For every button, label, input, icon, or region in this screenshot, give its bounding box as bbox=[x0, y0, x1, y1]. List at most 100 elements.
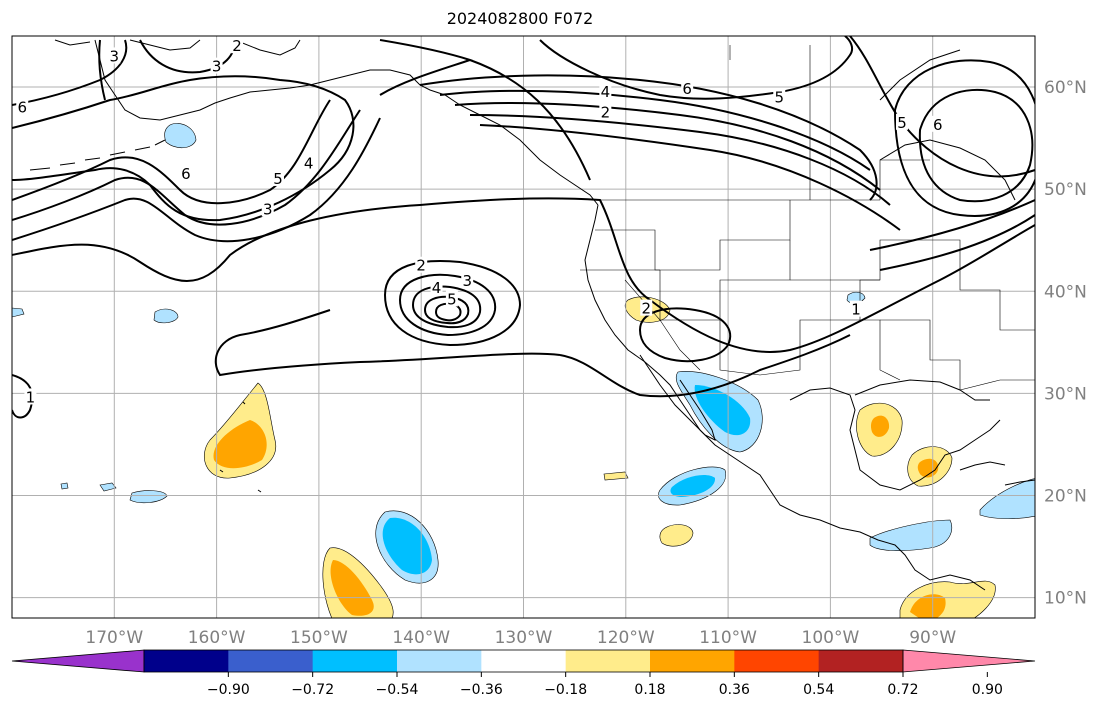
contour-west-6 bbox=[139, 39, 236, 74]
contour-label-halo bbox=[461, 272, 474, 289]
map-title: 2024082800 F072 bbox=[446, 9, 594, 28]
contour-1-lower bbox=[12, 374, 34, 419]
contour-label: 1 bbox=[26, 388, 36, 406]
colorbar-tick-label: 0.72 bbox=[887, 682, 918, 698]
contour-label: 1 bbox=[851, 301, 861, 319]
colorbar-tick-label: 0.36 bbox=[719, 682, 750, 698]
colorbar-bin bbox=[734, 650, 820, 672]
contour-label: 2 bbox=[232, 37, 242, 55]
negative-anomaly-offshore-core bbox=[670, 475, 716, 497]
contour-north-7 bbox=[539, 36, 854, 100]
positive-anomaly-hawaii-core bbox=[213, 420, 267, 469]
colorbar-tick-label: 0.90 bbox=[972, 682, 1003, 698]
negative-anomaly-south-core bbox=[382, 517, 432, 575]
contour-label-halo bbox=[210, 57, 223, 74]
shaded-anomalies bbox=[12, 123, 1035, 618]
contour-north-2 bbox=[419, 74, 878, 201]
contour-label: 4 bbox=[304, 155, 314, 173]
colorbar: −0.90 −0.72 −0.54 −0.36 −0.18 0.18 0.36 0.54 0.7… bbox=[11, 649, 1036, 698]
contour-hudson-1 bbox=[918, 88, 1034, 203]
contour-label-halo bbox=[931, 115, 944, 132]
colorbar-bin bbox=[565, 650, 651, 672]
state-borders bbox=[580, 45, 1035, 391]
contour-north-1 bbox=[379, 39, 591, 181]
negative-anomaly-aleutian bbox=[164, 123, 197, 149]
colorbar-extend-low bbox=[11, 649, 145, 673]
colorbar-bin bbox=[397, 650, 482, 672]
contour-label: 4 bbox=[601, 83, 611, 101]
latitude-label: 20°N bbox=[1044, 486, 1087, 506]
longitude-label: 160°W bbox=[188, 628, 246, 648]
contour-label-halo bbox=[16, 98, 29, 115]
longitude-label: 170°W bbox=[85, 628, 143, 648]
contour-ring-5 bbox=[423, 295, 470, 325]
contour-label-halo bbox=[261, 200, 274, 217]
colorbar-tick-label: −0.72 bbox=[291, 682, 334, 698]
longitude-label: 90°W bbox=[909, 628, 956, 648]
longitude-label: 150°W bbox=[290, 628, 348, 648]
positive-anomaly-small bbox=[659, 524, 694, 547]
colorbar-frame bbox=[143, 649, 904, 673]
coastlines bbox=[29, 39, 1035, 591]
contour-label: 5 bbox=[774, 88, 784, 106]
negative-anomaly-small-6 bbox=[60, 482, 69, 490]
contour-label: 3 bbox=[110, 47, 120, 65]
contour-label-halo bbox=[179, 164, 192, 181]
colorbar-tick-label: 0.18 bbox=[634, 682, 665, 698]
positive-anomaly-gulf-core bbox=[870, 415, 890, 437]
contour-label: 6 bbox=[17, 98, 27, 116]
colorbar-tick-label: −0.90 bbox=[207, 682, 250, 698]
contour-1-south-east bbox=[559, 334, 851, 398]
contour-west-4 bbox=[12, 75, 355, 222]
contour-west-1 bbox=[12, 99, 331, 205]
longitude-label: 130°W bbox=[495, 628, 553, 648]
contour-label-halo bbox=[599, 103, 612, 120]
positive-anomaly-south-core bbox=[330, 560, 374, 616]
contour-label-halo bbox=[849, 300, 862, 317]
contour-label-halo bbox=[640, 299, 653, 316]
contour-label-halo bbox=[302, 154, 315, 171]
contour-ring-6 bbox=[434, 302, 462, 322]
contour-label-halo bbox=[681, 80, 694, 97]
contour-north-4 bbox=[454, 102, 881, 191]
latitude-label: 10°N bbox=[1044, 589, 1087, 609]
negative-anomaly-small-2 bbox=[12, 307, 25, 318]
contour-1-south bbox=[214, 309, 561, 377]
contour-north-9 bbox=[869, 199, 1035, 251]
contour-label-halo bbox=[773, 88, 786, 105]
negative-anomaly-caribbean bbox=[979, 478, 1035, 520]
contour-label: 2 bbox=[641, 300, 651, 318]
contour-label: 3 bbox=[263, 201, 273, 219]
colorbar-bin bbox=[650, 650, 735, 672]
latitude-label: 40°N bbox=[1044, 282, 1087, 302]
positive-anomaly-tiny bbox=[603, 471, 629, 481]
contour-label: 3 bbox=[212, 58, 222, 76]
contour-label: 6 bbox=[181, 165, 191, 183]
contour-label: 5 bbox=[447, 290, 457, 308]
contour-label-halo bbox=[271, 169, 284, 186]
colorbar-tick-label: −0.54 bbox=[376, 682, 419, 698]
contour-north-6 bbox=[479, 124, 901, 231]
latitude-labels: 60°N 50°N 40°N 30°N 20°N 10°N bbox=[1044, 78, 1087, 609]
contour-west-3 bbox=[12, 117, 381, 243]
contour-1 bbox=[12, 197, 1035, 353]
latitude-label: 30°N bbox=[1044, 384, 1087, 404]
positive-anomaly-pacific-east-core bbox=[910, 594, 946, 618]
contour-label-halo bbox=[445, 290, 458, 307]
contour-north-5 bbox=[469, 114, 891, 206]
colorbar-bin bbox=[818, 650, 904, 672]
negative-anomaly-central-america bbox=[869, 519, 953, 551]
contour-label-halo bbox=[430, 279, 443, 296]
negative-anomaly-small-5 bbox=[846, 291, 866, 304]
negative-anomaly-baja-core bbox=[694, 385, 751, 436]
negative-anomaly-small-1 bbox=[153, 308, 179, 324]
contour-label-halo bbox=[231, 37, 244, 54]
contour-west-7 bbox=[98, 39, 106, 101]
contour-label-halo bbox=[108, 47, 121, 64]
colorbar-bin bbox=[481, 650, 567, 672]
contour-label: 6 bbox=[933, 116, 943, 134]
contour-label: 5 bbox=[273, 170, 283, 188]
contour-west-5 bbox=[12, 39, 128, 106]
